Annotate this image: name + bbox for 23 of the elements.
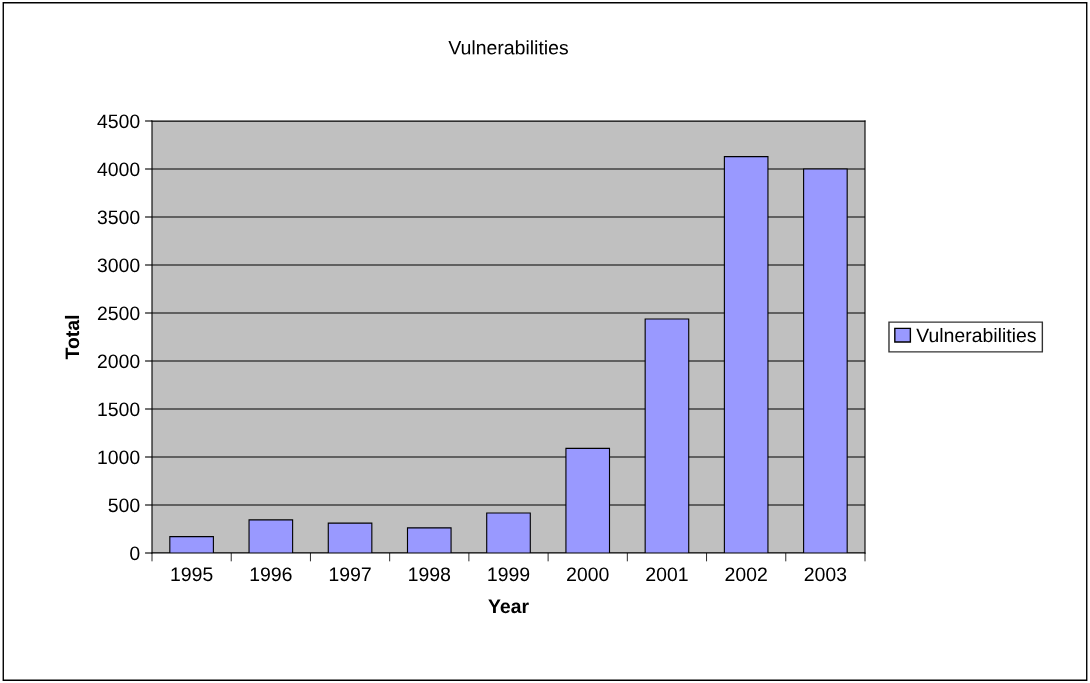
x-tick-label: 1999 — [488, 567, 530, 582]
x-tick-label: 1998 — [409, 567, 451, 582]
y-axis-title: Total — [64, 315, 80, 360]
y-tick-label: 0 — [130, 546, 140, 561]
y-tick-label: 4000 — [97, 162, 140, 177]
y-tick-label: 1500 — [98, 402, 140, 417]
x-tick-label: 1996 — [250, 567, 292, 582]
chart-title: Vulnerabilities — [448, 40, 568, 55]
x-axis-title: Year — [488, 599, 529, 614]
y-tick-label: 3500 — [97, 210, 140, 225]
x-tick-label: 1995 — [171, 567, 213, 582]
y-tick-label: 1000 — [98, 450, 140, 465]
legend-label: Vulnerabilities — [916, 327, 1036, 343]
x-tick-label: 2001 — [646, 567, 688, 582]
x-tick-label: 2002 — [725, 567, 767, 582]
x-tick-label: 2000 — [567, 567, 609, 582]
y-tick-label: 2000 — [97, 354, 140, 369]
y-tick-label: 500 — [108, 498, 140, 513]
y-tick-label: 2500 — [97, 306, 140, 321]
y-tick-label: 3000 — [97, 258, 140, 273]
x-tick-label: 1997 — [329, 567, 371, 582]
x-tick-label: 2003 — [804, 567, 847, 582]
y-tick-label: 4500 — [97, 114, 140, 129]
